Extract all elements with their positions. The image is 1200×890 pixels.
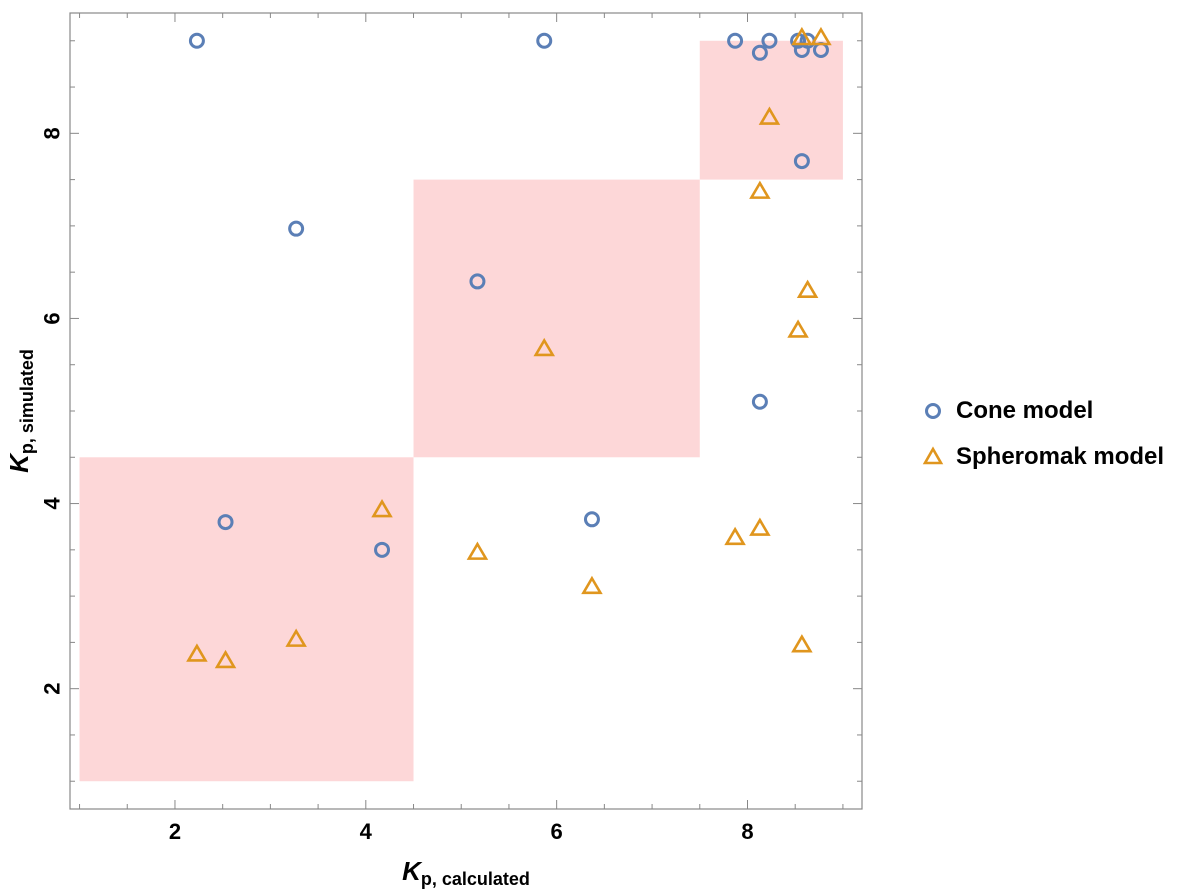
cone-model-point	[374, 541, 391, 558]
spheromak-model-point	[581, 575, 603, 595]
spheromak-model-point	[796, 279, 819, 298]
cone-model-point	[751, 44, 768, 61]
spheromak-model-point	[791, 634, 813, 653]
cone-model-point	[469, 273, 486, 290]
y-tick-label: 8	[40, 127, 65, 139]
x-tick-label: 8	[741, 819, 753, 844]
spheromak-model-point	[285, 628, 307, 647]
legend-item-spheromak: Spheromak model	[918, 434, 1164, 480]
spheromak-model-point	[749, 517, 771, 536]
x-tick-label: 2	[169, 819, 181, 844]
data-points	[186, 26, 832, 669]
x-axis-label-main: K	[402, 856, 423, 886]
cone-model-point	[188, 32, 205, 49]
y-axis-label: Kp, simulated	[4, 349, 37, 473]
cone-model-point	[536, 32, 553, 49]
legend: Cone model Spheromak model	[918, 388, 1164, 480]
axis-ticks: 2 4 6 8 2 4 6 8	[40, 13, 862, 844]
spheromak-model-point	[791, 26, 813, 46]
legend-triangle-icon	[922, 446, 944, 465]
spheromak-model-point	[724, 526, 746, 546]
y-tick-label: 6	[40, 312, 65, 324]
cone-model-point	[751, 393, 768, 410]
legend-item-cone: Cone model	[918, 388, 1164, 434]
y-axis-label-subscript: p, simulated	[17, 349, 37, 454]
spheromak-model-point	[787, 319, 809, 338]
spheromak-model-point	[758, 106, 781, 125]
spheromak-model-point	[749, 180, 771, 199]
x-axis-label-subscript: p, calculated	[421, 869, 530, 889]
legend-label-cone: Cone model	[956, 397, 1094, 424]
spheromak-model-point	[371, 498, 393, 518]
legend-circle-icon	[925, 403, 941, 419]
cone-model-point	[761, 32, 778, 49]
spheromak-model-point	[186, 643, 208, 662]
cone-model-point	[288, 220, 305, 237]
cone-model-point	[793, 153, 810, 170]
shaded-region	[79, 457, 414, 782]
cone-model-point	[727, 32, 744, 49]
y-tick-label: 4	[40, 497, 65, 510]
spheromak-model-point	[533, 337, 556, 357]
x-tick-label: 6	[551, 819, 563, 844]
legend-label-spheromak: Spheromak model	[956, 443, 1165, 470]
spheromak-model-point	[466, 541, 489, 560]
spheromak-model-point	[810, 26, 832, 46]
x-axis-label: Kp, calculated	[402, 856, 530, 889]
spheromak-model-point	[214, 649, 237, 669]
x-tick-label: 4	[360, 819, 373, 844]
y-tick-label: 2	[40, 683, 65, 695]
shaded-regions	[79, 40, 843, 782]
y-axis-label-main: K	[4, 452, 34, 473]
shaded-region	[413, 179, 700, 458]
cone-model-point	[217, 514, 234, 531]
cone-model-point	[583, 511, 600, 528]
